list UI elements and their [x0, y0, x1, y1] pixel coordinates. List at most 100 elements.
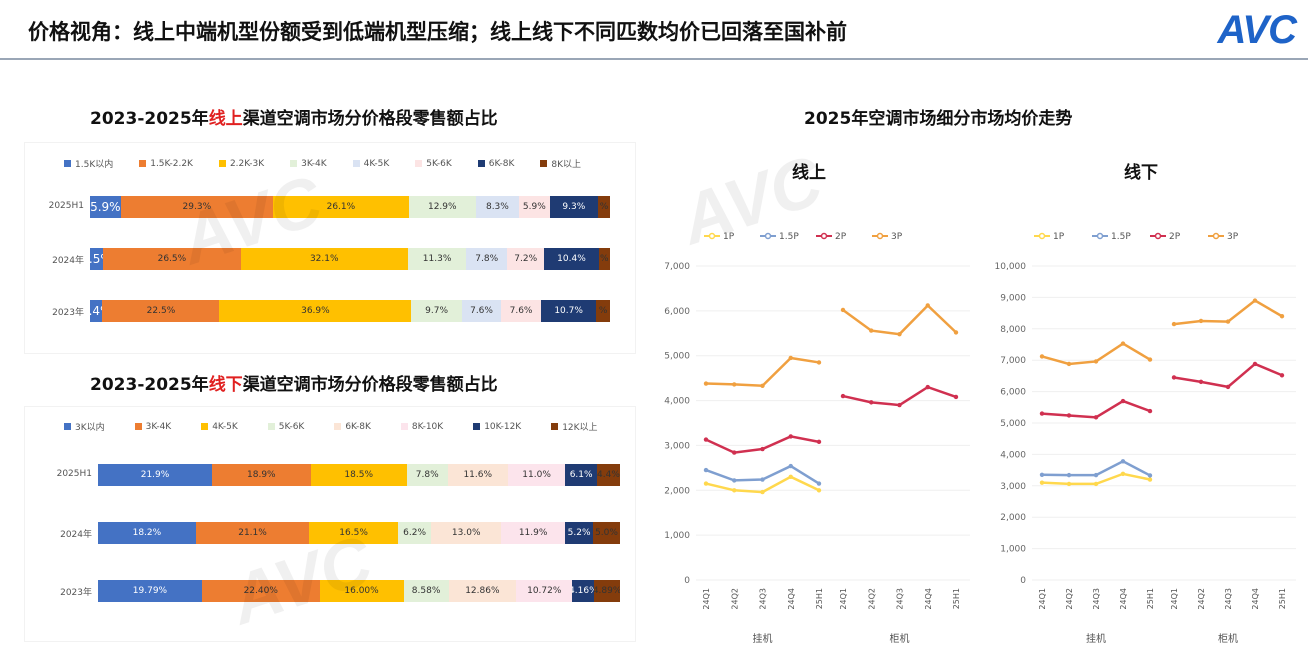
data-point: [703, 381, 709, 386]
y-tick-label: 7,000: [1000, 356, 1026, 366]
data-point: [1171, 375, 1177, 380]
bar-segment: 21.1%: [195, 522, 310, 544]
offline-line-chart: 1P 1.5P 2P 3P 0 1,000 2,000 3,000 4,000 5,000 6,00…: [995, 232, 1296, 645]
data-point: [869, 328, 874, 333]
data-point: [1198, 379, 1204, 385]
bar-segment: 4.16%: [572, 580, 595, 602]
legend-item: 3K-4K: [290, 159, 327, 169]
data-point: [760, 489, 765, 495]
data-point: [788, 434, 793, 439]
x-tick-label: 24Q1: [702, 588, 711, 610]
legend-label: 3K-4K: [301, 158, 327, 169]
data-point: [760, 446, 765, 452]
y-tick-label: 10,000: [995, 262, 1027, 272]
bar-segment: 18.2%: [98, 522, 196, 544]
data-point: [925, 303, 930, 308]
series-line: [842, 385, 957, 407]
x-group-label: 挂机: [753, 632, 773, 645]
legend-item: 1.5K-2.2K: [139, 159, 193, 169]
legend-label: 6K-8K: [345, 421, 371, 432]
page-title: 价格视角：线上中端机型份额受到低端机型压缩；线上线下不同匹数均价已回落至国补前: [28, 20, 847, 44]
y-tick-label: 3,000: [1000, 482, 1026, 492]
online-title-suffix: 渠道空调市场分价格段零售额占比: [242, 109, 498, 129]
online-line-subtitle: 线上: [792, 163, 826, 183]
data-point: [1120, 341, 1126, 346]
bar-segment: 6.1%: [565, 464, 598, 486]
x-tick-label: 24Q1: [839, 588, 848, 610]
data-point: [1225, 384, 1231, 390]
legend-label: 5K-6K: [426, 158, 452, 169]
legend-label: 12K以上: [562, 423, 598, 433]
x-group-label: 挂机: [1086, 632, 1106, 645]
legend-marker: [1212, 232, 1220, 240]
legend-marker: [876, 232, 884, 240]
data-point: [897, 402, 902, 408]
x-tick-label: 24Q4: [1251, 588, 1260, 610]
legend-label: 3K以内: [75, 423, 105, 433]
legend-item: 6K-8K: [477, 159, 514, 169]
legend-swatch: [415, 160, 423, 167]
data-point: [1279, 314, 1285, 319]
data-point: [703, 437, 709, 442]
data-point: [703, 481, 709, 486]
legend-item: 1.5K以内: [64, 157, 113, 170]
y-tick-label: 4,000: [1000, 450, 1026, 460]
data-point: [1147, 408, 1153, 414]
legend-swatch: [551, 423, 559, 430]
bar-segment: 5.0%: [593, 522, 620, 544]
x-tick-label: 24Q3: [1092, 588, 1101, 610]
legend-item: 10K-12K: [473, 422, 521, 432]
bar-category-label: 2023年: [52, 308, 84, 318]
y-tick-label: 7,000: [664, 262, 690, 272]
data-point: [1120, 471, 1126, 477]
legend-item: 4K-5K: [201, 422, 238, 432]
legend-label: 10K-12K: [484, 421, 522, 432]
legend-item: 6K-8K: [334, 422, 371, 432]
bar-segment: 21.9%: [98, 464, 213, 486]
y-tick-label: 6,000: [664, 307, 690, 317]
y-tick-label: 0: [1020, 576, 1026, 586]
legend-swatch: [540, 160, 548, 167]
bar-segment: 16.5%: [309, 522, 398, 544]
title-divider: [0, 58, 1308, 60]
legend-label: 3P: [891, 232, 903, 242]
stacked-bar: 2.4%22.5%36.9%9.7%7.6%7.6%10.7%%: [90, 300, 610, 322]
stacked-bar: 2.5%26.5%32.1%11.3%7.8%7.2%10.4%%: [90, 248, 610, 270]
legend-label: 3P: [1227, 232, 1239, 242]
stacked-bar: 19.79%22.40%16.00%8.58%12.86%10.72%4.16%…: [98, 580, 620, 602]
series-line: [705, 356, 820, 388]
legend-label: 2P: [835, 232, 847, 242]
bar-category-label: 2024年: [52, 256, 84, 266]
bar-segment: 4.89%: [594, 580, 620, 602]
legend-item: 3K以内: [64, 420, 105, 433]
legend-label: 1.5K-2.2K: [150, 158, 193, 169]
x-group-label: 柜机: [890, 632, 910, 645]
x-tick-label: 24Q1: [1170, 588, 1179, 610]
legend-label: 1P: [723, 232, 735, 242]
data-point: [816, 360, 822, 365]
bar-segment: 19.79%: [98, 580, 202, 602]
bar-segment: 29.3%: [120, 196, 274, 218]
legend-swatch: [201, 423, 209, 430]
data-point: [1066, 481, 1072, 487]
bar-segment: 16.00%: [319, 580, 404, 602]
data-point: [1147, 477, 1153, 482]
legend-marker: [1038, 232, 1046, 240]
x-tick-label: 25H1: [1278, 588, 1287, 609]
bar-segment: 7.6%: [501, 300, 541, 322]
avc-logo: AVC: [1217, 8, 1297, 52]
data-point: [1120, 398, 1126, 404]
bar-segment: 32.1%: [240, 248, 408, 270]
bar-segment: 7.8%: [406, 464, 448, 486]
line-chart-title: 2025年空调市场细分市场均价走势: [804, 109, 1073, 129]
legend-swatch: [134, 423, 142, 430]
data-point: [788, 463, 793, 469]
y-tick-label: 2,000: [664, 486, 690, 496]
bar-segment: %: [596, 300, 610, 322]
data-point: [1225, 319, 1231, 324]
online-line-chart: 1P 1.5P 2P 3P 0 1,000 2,000 3,000 4,000 5,000 6,00…: [664, 232, 970, 645]
data-point: [1093, 472, 1099, 478]
offline-title-suffix: 渠道空调市场分价格段零售额占比: [242, 375, 498, 395]
x-tick-label: 24Q3: [759, 588, 768, 610]
bar-segment: 10.7%: [540, 300, 597, 322]
